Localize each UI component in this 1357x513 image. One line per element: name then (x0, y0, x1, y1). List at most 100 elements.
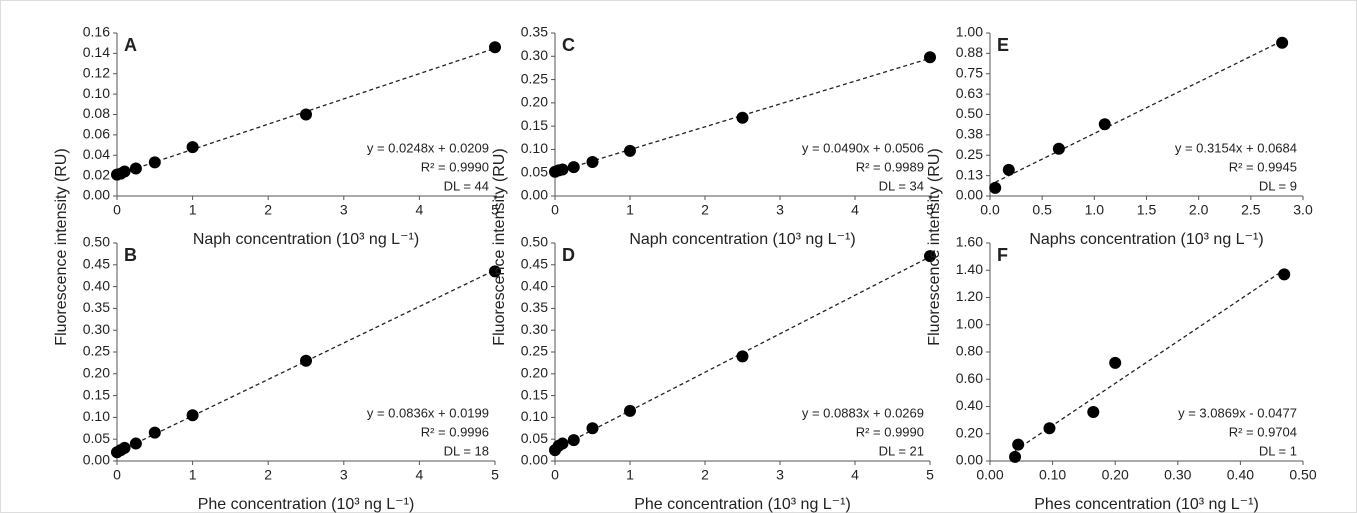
y-tick-label: 0.45 (83, 256, 110, 272)
y-tick-label: 1.20 (956, 288, 983, 304)
data-point (118, 441, 131, 454)
y-tick-label: 0.25 (956, 146, 983, 162)
y-tick-label: 0.38 (956, 126, 983, 142)
y-tick-label: 0.14 (83, 44, 110, 60)
y-axis-label: Fluorescence intensity (RU) (53, 148, 70, 345)
data-point (148, 156, 161, 169)
data-point (924, 250, 936, 263)
y-tick-label: 0.05 (521, 430, 548, 446)
data-point (1002, 163, 1015, 176)
x-tick-label: 3 (776, 467, 784, 483)
x-tick-label: 4 (851, 202, 859, 218)
data-point (736, 350, 749, 363)
y-axis-label: Fluorescence intensity (RU) (491, 148, 508, 345)
y-tick-label: 0.45 (521, 256, 548, 272)
y-tick-label: 0.88 (956, 44, 983, 60)
data-point (1012, 438, 1025, 451)
data-point (567, 434, 580, 447)
y-tick-label: 0.13 (956, 166, 983, 182)
y-tick-label: 0.08 (83, 105, 110, 121)
x-tick-label: 2 (264, 467, 272, 483)
y-tick-label: 0.25 (521, 70, 548, 86)
x-tick-label: 0.0 (980, 202, 1000, 218)
data-point (1087, 405, 1100, 418)
data-point (148, 426, 161, 439)
x-tick-label: 2 (264, 202, 272, 218)
x-tick-label: 5 (491, 202, 499, 218)
panel-label: D (562, 245, 575, 265)
annotation: R² = 0.9989 (856, 159, 924, 174)
y-axis-label: Fluorescence intensity (RU) (926, 148, 943, 345)
data-point (1278, 268, 1291, 281)
data-point (118, 165, 131, 178)
x-tick-label: 0 (551, 467, 559, 483)
x-tick-label: 1 (189, 202, 197, 218)
y-tick-label: 0.05 (83, 430, 110, 446)
annotation: y = 0.0248x + 0.0209 (367, 140, 489, 155)
x-axis-label: Naph concentration (10³ ng L⁻¹) (193, 231, 419, 248)
y-tick-label: 0.00 (83, 187, 110, 203)
data-point (556, 163, 569, 176)
annotation: DL = 18 (444, 443, 489, 458)
panel-label: B (124, 245, 137, 265)
data-point (186, 409, 199, 422)
x-tick-label: 0 (113, 467, 121, 483)
x-tick-label: 1 (626, 467, 634, 483)
annotation: R² = 0.9990 (856, 424, 924, 439)
x-tick-label: 0.10 (1039, 467, 1066, 483)
x-tick-label: 0.50 (1289, 467, 1316, 483)
y-tick-label: 0.20 (521, 94, 548, 110)
data-point (129, 437, 142, 450)
annotation: DL = 9 (1259, 178, 1297, 193)
panel-label: F (997, 245, 1008, 265)
x-tick-label: 4 (416, 202, 424, 218)
x-tick-label: 3.0 (1293, 202, 1313, 218)
x-axis-label: Naph concentration (10³ ng L⁻¹) (629, 231, 855, 248)
x-tick-label: 2.5 (1241, 202, 1261, 218)
data-point (989, 181, 1002, 194)
data-point (1009, 450, 1022, 463)
y-tick-label: 0.00 (521, 452, 548, 468)
y-tick-label: 0.06 (83, 126, 110, 142)
data-point (924, 51, 936, 64)
data-point (1098, 118, 1111, 131)
data-point (736, 111, 749, 124)
annotation: DL = 34 (879, 178, 924, 193)
data-point (1052, 142, 1065, 155)
annotation: R² = 0.9990 (421, 159, 489, 174)
y-tick-label: 0.35 (521, 299, 548, 315)
annotation: DL = 21 (879, 443, 924, 458)
x-tick-label: 0.00 (976, 467, 1003, 483)
data-point (567, 161, 580, 174)
x-axis-label: Naphs concentration (10³ ng L⁻¹) (1029, 231, 1263, 248)
x-tick-label: 0 (551, 202, 559, 218)
x-tick-label: 1.0 (1085, 202, 1105, 218)
x-tick-label: 1 (626, 202, 634, 218)
data-point (300, 108, 312, 121)
data-point (624, 144, 636, 157)
data-point (586, 422, 599, 435)
y-tick-label: 0.15 (83, 386, 110, 402)
data-point (586, 156, 599, 169)
x-tick-label: 1.5 (1137, 202, 1157, 218)
y-tick-label: 0.35 (521, 24, 548, 40)
x-axis-label: Phe concentration (10³ ng L⁻¹) (198, 496, 415, 513)
y-tick-label: 0.12 (83, 64, 110, 80)
data-point (489, 41, 501, 54)
y-tick-label: 0.15 (521, 117, 548, 133)
trendline (554, 57, 931, 174)
y-tick-label: 0.10 (83, 408, 110, 424)
x-tick-label: 5 (926, 467, 934, 483)
x-tick-label: 3 (340, 467, 348, 483)
x-tick-label: 0.5 (1032, 202, 1052, 218)
x-tick-label: 2 (701, 467, 709, 483)
y-tick-label: 1.40 (956, 261, 983, 277)
data-point (129, 162, 142, 175)
x-axis-label: Phes concentration (10³ ng L⁻¹) (1034, 496, 1259, 513)
y-tick-label: 1.60 (956, 234, 983, 250)
x-axis-label: Phe concentration (10³ ng L⁻¹) (634, 496, 851, 513)
y-tick-label: 1.00 (956, 24, 983, 40)
panel-label: E (997, 35, 1009, 55)
x-tick-label: 2 (701, 202, 709, 218)
y-tick-label: 0.50 (956, 105, 983, 121)
